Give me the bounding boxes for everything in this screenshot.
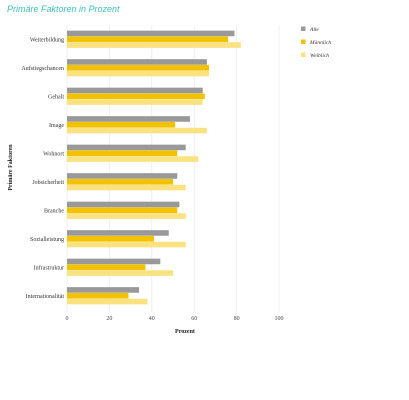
x-tick-labels: 0 20 40 60 80 100 — [66, 316, 284, 322]
bar-4-1 — [67, 150, 178, 157]
bar-2-2 — [67, 99, 203, 105]
legend-label: Männlich — [309, 40, 331, 46]
category-labels: Weiterbildung Aufstiegschancen Gehalt Image… — [21, 37, 64, 300]
chart-title: Primäre Faktoren in Prozent — [7, 4, 120, 14]
bar-3-0 — [67, 116, 190, 122]
category-label: Wohnort — [43, 151, 64, 157]
legend-swatch — [301, 26, 306, 31]
bar-9-2 — [67, 298, 148, 305]
legend-swatch — [301, 52, 306, 57]
category-label: Image — [49, 123, 64, 129]
category-label: Infrastruktur — [34, 264, 64, 271]
bar-1-2 — [67, 70, 210, 77]
x-tick-label: 60 — [191, 316, 197, 322]
bar-8-0 — [67, 258, 161, 265]
x-tick-label: 0 — [66, 316, 69, 322]
bar-3-1 — [67, 121, 176, 128]
bar-9-1 — [67, 292, 129, 299]
bar-6-2 — [67, 213, 186, 219]
bar-7-2 — [67, 241, 186, 248]
bar-7-0 — [67, 230, 169, 236]
bar-4-2 — [67, 156, 199, 162]
bar-5-0 — [67, 173, 178, 179]
bar-8-1 — [67, 264, 146, 271]
bar-6-1 — [67, 207, 178, 214]
x-tick-label: 80 — [234, 316, 240, 322]
x-tick-label: 40 — [149, 316, 155, 322]
x-tick-label: 100 — [275, 316, 284, 322]
bar-0-1 — [67, 36, 229, 43]
category-label: Jobsicherheit — [32, 180, 64, 186]
x-axis-title: Prozent — [175, 329, 195, 335]
category-label: Sozialleistung — [30, 237, 64, 243]
bar-8-2 — [67, 270, 173, 276]
x-tick-label: 20 — [106, 316, 112, 322]
y-axis-title: Primäre Faktoren — [8, 144, 14, 191]
bar-0-0 — [67, 30, 235, 37]
bar-5-1 — [67, 178, 173, 185]
bar-2-1 — [67, 93, 205, 100]
category-label: Branche — [44, 208, 64, 214]
legend-label: Weiblich — [310, 53, 329, 59]
bar-5-2 — [67, 184, 186, 191]
category-label: Gehalt — [48, 94, 64, 100]
bar-6-0 — [67, 201, 180, 208]
bar-4-0 — [67, 144, 186, 151]
bar-0-2 — [67, 42, 241, 48]
bar-2-0 — [67, 87, 203, 94]
bar-7-1 — [67, 235, 154, 242]
bar-3-2 — [67, 127, 207, 134]
category-label: Aufstiegschancen — [21, 65, 64, 72]
legend-swatch — [301, 39, 306, 44]
category-label: Internationalität — [26, 294, 65, 300]
legend: Alle Männlich Weiblich — [301, 26, 331, 59]
bar-1-1 — [67, 64, 210, 71]
bar-1-0 — [67, 59, 207, 65]
category-label: Weiterbildung — [30, 37, 64, 43]
bar-9-0 — [67, 287, 140, 293]
legend-label: Alle — [309, 27, 319, 33]
bars — [67, 30, 241, 305]
